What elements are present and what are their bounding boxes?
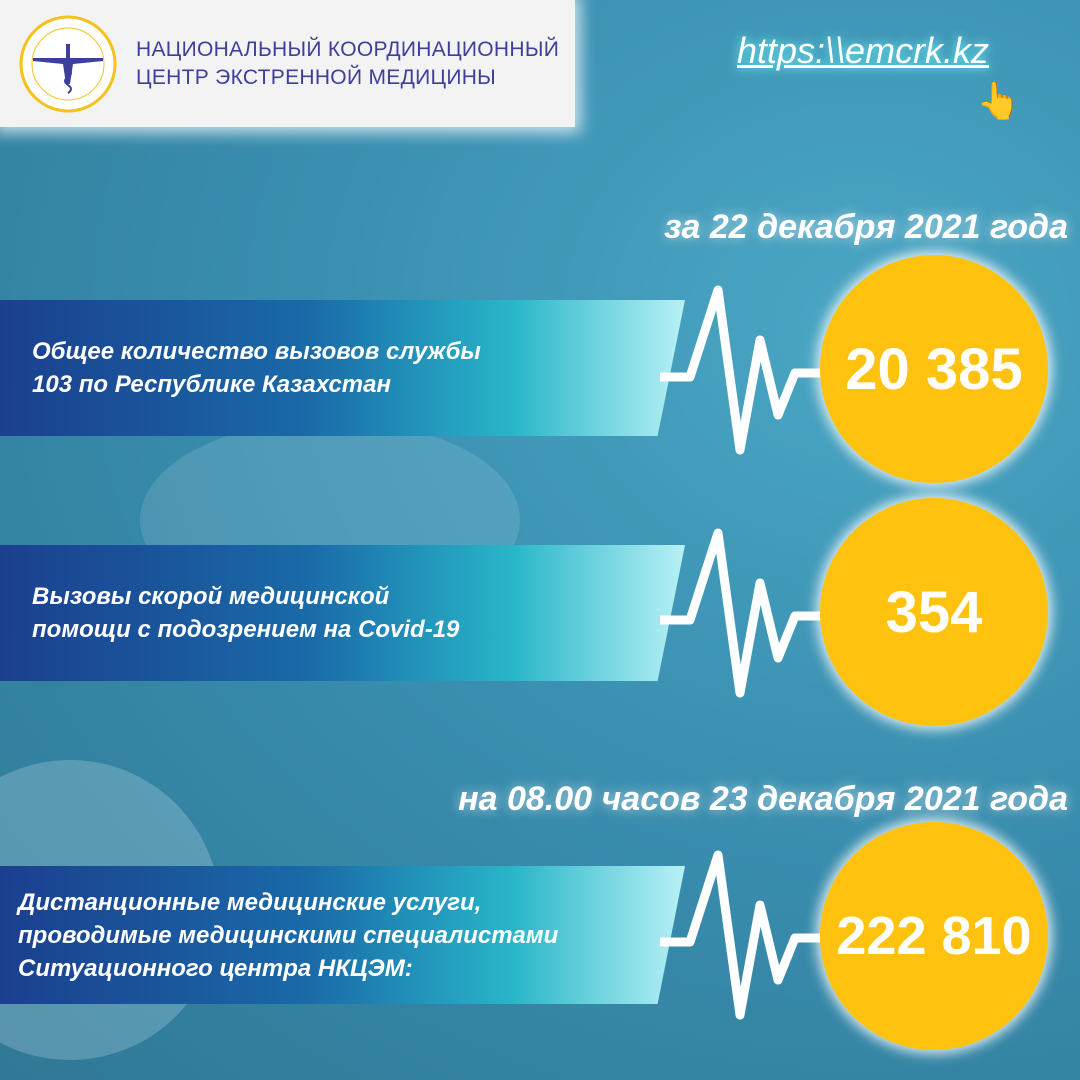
stat-label-line: Дистанционные медицинские услуги, [18,888,482,916]
stat-label-line: Вызовы скорой медицинской [32,583,390,610]
stat-banner-covid-calls: Вызовы скорой медицинской помощи с подозр… [0,545,685,681]
stat-label-line: Общее количество вызовов службы [32,338,481,365]
logo-icon [19,15,117,112]
pointing-hand-icon: 👆 [976,80,1021,121]
date-heading-1: за 22 декабря 2021 года [664,208,1068,246]
header-banner: НАЦИОНАЛЬНЫЙ КООРДИНАЦИОННЫЙ ЦЕНТР ЭКСТР… [0,0,575,127]
org-line-1: НАЦИОНАЛЬНЫЙ КООРДИНАЦИОННЫЙ [136,37,560,61]
stat-banner-total-calls: Общее количество вызовов службы 103 по Ре… [0,300,685,436]
stat-label-line: 103 по Республике Казахстан [32,371,391,398]
heartbeat-line-icon [660,528,830,698]
organization-name: НАЦИОНАЛЬНЫЙ КООРДИНАЦИОННЫЙ ЦЕНТР ЭКСТР… [136,36,559,92]
stat-value-remote-services: 222 810 [820,822,1048,1050]
stat-banner-remote-services: Дистанционные медицинские услуги, проводи… [0,866,685,1004]
stat-label-line: проводимые медицинскими специалистами [18,921,559,949]
stat-label-line: Ситуационного центра НКЦЭМ: [18,954,413,982]
heartbeat-line-icon [660,285,830,455]
stat-value-total-calls: 20 385 [820,255,1048,483]
date-heading-2: на 08.00 часов 23 декабря 2021 года [458,780,1068,818]
stat-value-covid-calls: 354 [820,498,1048,726]
org-line-2: ЦЕНТР ЭКСТРЕННОЙ МЕДИЦИНЫ [136,65,497,89]
heartbeat-line-icon [660,850,830,1020]
website-link[interactable]: https:\\emcrk.kz [737,30,990,71]
stat-label-line: помощи с подозрением на Covid-19 [32,616,460,643]
